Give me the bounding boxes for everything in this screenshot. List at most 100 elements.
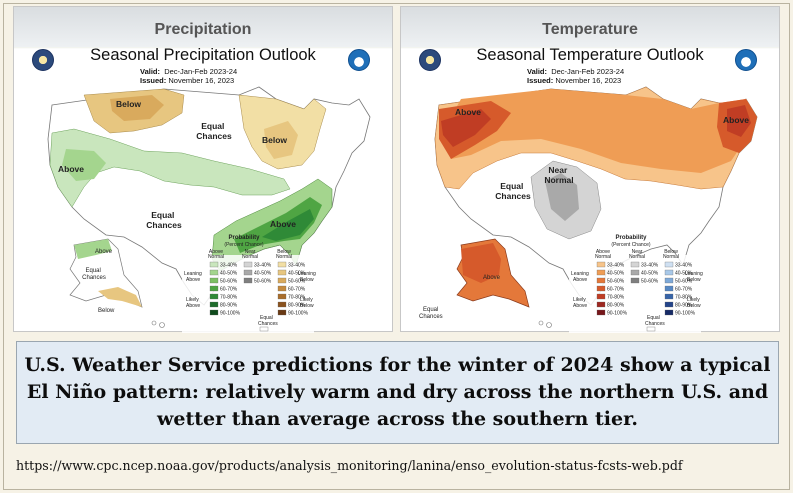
svg-text:Above: Above (186, 303, 200, 309)
label-below-lakes: Below (262, 135, 287, 145)
swatch-label: 70-80% (220, 295, 238, 301)
swatch-label: 80-90% (675, 303, 693, 309)
label-above-se: Above (270, 219, 296, 229)
label-ak-equal: Equal Chances (82, 268, 106, 281)
swatch-label: 50-60% (675, 279, 693, 285)
commerce-seal-icon (419, 49, 441, 71)
swatch-above (596, 277, 606, 284)
svg-text:Near: Near (632, 249, 643, 255)
svg-text:Chances: Chances (258, 321, 278, 327)
swatch-near (630, 277, 640, 284)
svg-text:Leaning: Leaning (184, 271, 202, 277)
label-equal-tx: Equal Chances (146, 210, 182, 230)
svg-text:Equal: Equal (647, 315, 660, 321)
svg-text:Likely: Likely (300, 297, 313, 303)
swatch-near (243, 269, 253, 276)
svg-text:Near: Near (245, 249, 256, 255)
swatch-above (209, 261, 219, 268)
svg-text:Below: Below (687, 303, 701, 309)
panel-header: Temperature (542, 21, 638, 38)
swatch-label: 50-60% (220, 279, 238, 285)
label-above-west: Above (58, 164, 84, 174)
swatch-below (664, 269, 674, 276)
precip-legend: Probability (Percent Chance) Above Norma… (182, 235, 316, 333)
map-title: Seasonal Precipitation Outlook (90, 46, 316, 64)
swatch-below (664, 293, 674, 300)
swatch-label: 40-50% (288, 271, 306, 277)
noaa-logo-icon (735, 49, 757, 71)
swatch-label: 33-40% (607, 263, 625, 269)
valid-label: Valid: (527, 67, 548, 76)
swatch-below (277, 309, 287, 316)
svg-text:Above: Above (186, 277, 200, 283)
label-above-ne: Above (723, 115, 749, 125)
svg-text:Below: Below (300, 303, 314, 309)
issued-label: Issued: (140, 76, 167, 85)
svg-text:Likely: Likely (186, 297, 199, 303)
swatch-near (630, 269, 640, 276)
swatch-above (209, 309, 219, 316)
svg-text:(Percent Chance): (Percent Chance) (224, 242, 264, 248)
issued-label: Issued: (527, 76, 554, 85)
swatch-near (243, 261, 253, 268)
swatch-label: 80-90% (220, 303, 238, 309)
label-near-normal: Near Normal (544, 165, 573, 185)
swatch-near (630, 261, 640, 268)
map-title: Seasonal Temperature Outlook (476, 46, 704, 64)
svg-text:Equal: Equal (260, 315, 273, 321)
swatch-above (209, 269, 219, 276)
swatch-above (209, 277, 219, 284)
temp-legend: Probability (Percent Chance) Above Norma… (569, 235, 703, 333)
swatch-label: 80-90% (607, 303, 625, 309)
panel-header: Precipitation (154, 21, 252, 38)
commerce-seal-icon (32, 49, 54, 71)
swatch-above (596, 261, 606, 268)
swatch-below (664, 285, 674, 292)
above-west-region (49, 128, 291, 208)
swatch-above (596, 301, 606, 308)
swatch-above (596, 293, 606, 300)
panel-header-bar (14, 7, 392, 47)
caption-box: U.S. Weather Service predictions for the… (16, 341, 779, 444)
swatch-above (596, 285, 606, 292)
temperature-map: Above Above Equal Chances Near Normal Ab… (419, 86, 758, 333)
swatch-above (596, 269, 606, 276)
swatch-label: 40-50% (641, 271, 659, 277)
svg-text:Normal: Normal (208, 254, 224, 260)
swatch-label: 40-50% (254, 271, 272, 277)
svg-text:Above: Above (596, 249, 610, 255)
swatch-below (277, 261, 287, 268)
swatch-below (277, 293, 287, 300)
valid-issued: Valid: Dec-Jan-Feb 2023-24 Issued: Novem… (140, 67, 237, 85)
swatch-label: 33-40% (288, 263, 306, 269)
label-below-nw: Below (116, 99, 141, 109)
svg-text:Below: Below (664, 249, 678, 255)
svg-text:Below: Below (300, 277, 314, 283)
swatch-above (596, 309, 606, 316)
valid-value: Dec-Jan-Feb 2023-24 (164, 67, 238, 76)
swatch-below (664, 261, 674, 268)
swatch-label: 50-60% (254, 279, 272, 285)
svg-text:Below: Below (277, 249, 291, 255)
swatch-above (209, 293, 219, 300)
svg-text:Normal: Normal (663, 254, 679, 260)
valid-value: Dec-Jan-Feb 2023-24 (551, 67, 625, 76)
valid-issued: Valid: Dec-Jan-Feb 2023-24 Issued: Novem… (527, 67, 624, 85)
swatch-label: 60-70% (675, 287, 693, 293)
svg-text:Leaning: Leaning (298, 271, 316, 277)
svg-text:Above: Above (209, 249, 223, 255)
swatch-label: 90-100% (288, 311, 309, 317)
precipitation-map: Below Equal Chances Below Above Equal Ch… (47, 86, 371, 333)
swatch-label: 33-40% (220, 263, 238, 269)
svg-text:Normal: Normal (242, 254, 258, 260)
swatch-label: 70-80% (288, 295, 306, 301)
swatch-label: 60-70% (607, 287, 625, 293)
swatch-below (277, 269, 287, 276)
precipitation-panel: Precipitation Seasonal Precipitation Out… (13, 6, 393, 333)
swatch-below (664, 277, 674, 284)
swatch-label: 80-90% (288, 303, 306, 309)
swatch-label: 40-50% (675, 271, 693, 277)
issued-value: November 16, 2023 (555, 76, 622, 85)
label-ak-equal: Equal Chances (419, 307, 443, 320)
swatch-label: 33-40% (641, 263, 659, 269)
